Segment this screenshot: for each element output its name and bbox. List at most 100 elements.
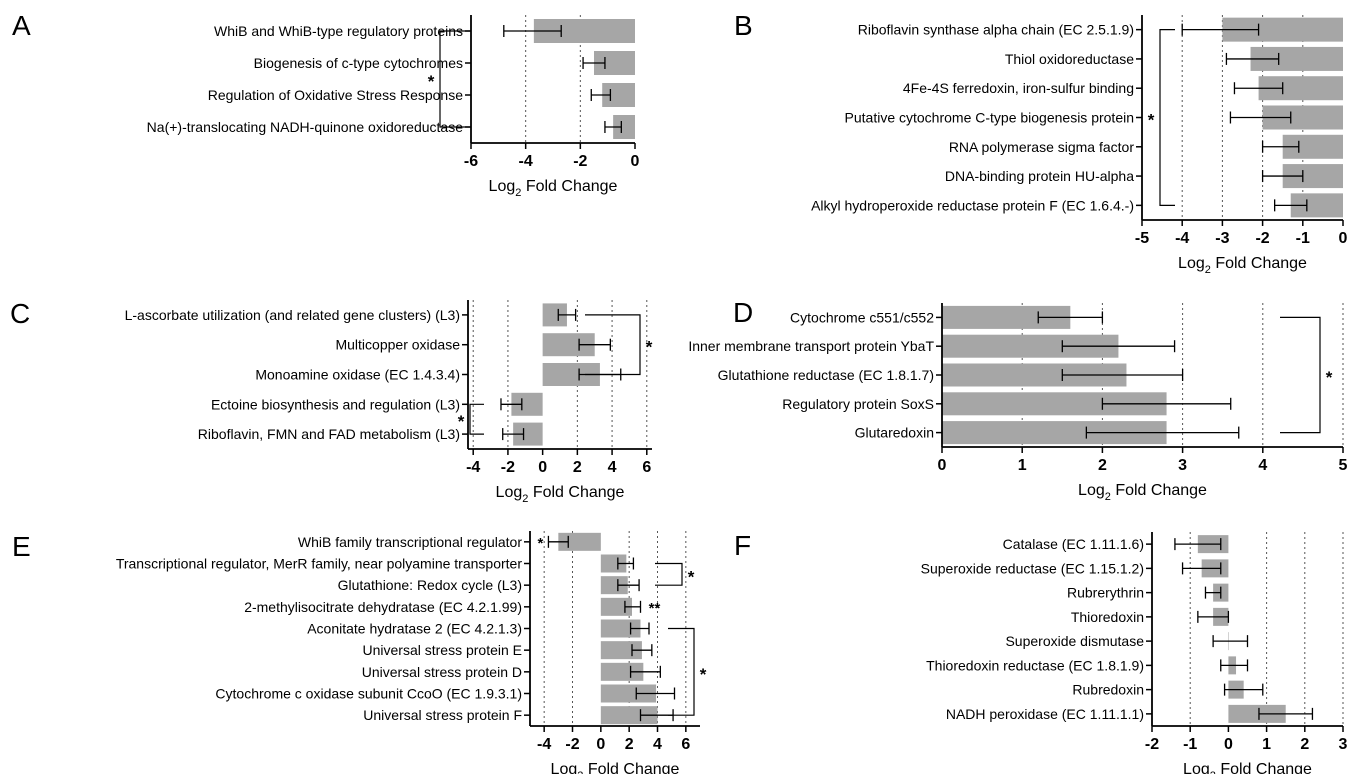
significance-star: *: [1326, 368, 1333, 387]
x-axis-title-rest: Fold Change: [521, 178, 617, 195]
significance-star: *: [537, 535, 543, 552]
x-tick-label: -5: [1135, 230, 1149, 247]
bar: [513, 422, 543, 446]
x-axis-title: Log2 Fold Change: [551, 761, 680, 774]
category-label: Aconitate hydratase 2 (EC 4.2.1.3): [307, 621, 522, 637]
x-tick-label: -4: [466, 459, 480, 476]
category-label: Regulatory protein SoxS: [782, 396, 934, 412]
x-tick-label: -1: [1296, 230, 1310, 247]
panel-b: B Riboflavin synthase alpha chain (EC 2.5…: [734, 10, 1348, 276]
category-label: L-ascorbate utilization (and related gen…: [125, 307, 460, 323]
bar: [558, 532, 601, 551]
category-label: Riboflavin, FMN and FAD metabolism (L3): [198, 426, 460, 442]
panel-label: D: [733, 297, 753, 328]
category-label: Glutathione reductase (EC 1.8.1.7): [718, 367, 934, 383]
category-label: Thioredoxin reductase (EC 1.8.1.9): [926, 657, 1144, 673]
x-tick-label: 3: [1178, 457, 1187, 474]
panel-label: A: [12, 10, 31, 41]
category-label: Inner membrane transport protein YbaT: [688, 338, 934, 354]
x-tick-label: 4: [1258, 457, 1267, 474]
significance-star: *: [458, 412, 465, 431]
x-tick-label: 0: [1339, 230, 1348, 247]
bar: [542, 333, 595, 357]
panel-c: C L-ascorbate utilization (and related ge…: [10, 298, 653, 505]
x-tick-label: 0: [938, 457, 947, 474]
x-tick-label: 6: [642, 459, 651, 476]
category-label: 2-methylisocitrate dehydratase (EC 4.2.1…: [244, 599, 522, 615]
category-label: Universal stress protein E: [362, 642, 522, 658]
x-axis-title-main: Log: [1183, 761, 1210, 774]
x-tick-label: -2: [565, 736, 579, 753]
category-label: Universal stress protein D: [362, 664, 522, 680]
category-label: Catalase (EC 1.11.1.6): [1003, 536, 1144, 552]
category-label: WhiB and WhiB-type regulatory proteins: [214, 23, 463, 39]
bar: [942, 334, 1119, 358]
significance-star: **: [649, 600, 661, 617]
category-label: Putative cytochrome C-type biogenesis pr…: [845, 110, 1134, 126]
x-axis-title-rest: Fold Change: [583, 761, 679, 774]
x-axis-title-main: Log: [1078, 482, 1105, 499]
x-tick-label: -2: [573, 153, 587, 170]
bar: [942, 421, 1167, 445]
category-label: RNA polymerase sigma factor: [949, 139, 1135, 155]
category-label: Thiol oxidoreductase: [1005, 51, 1134, 67]
category-label: NADH peroxidase (EC 1.11.1.1): [946, 706, 1144, 722]
bar: [600, 684, 657, 703]
category-label: WhiB family transcriptional regulator: [298, 534, 522, 550]
x-tick-label: 4: [608, 459, 617, 476]
category-label: 4Fe-4S ferredoxin, iron-sulfur binding: [903, 80, 1134, 96]
x-tick-label: 5: [1339, 457, 1348, 474]
x-axis-title-sub: 2: [577, 770, 583, 774]
category-label: Na(+)-translocating NADH-quinone oxidore…: [147, 119, 464, 135]
x-tick-label: 0: [631, 153, 640, 170]
bar: [600, 576, 628, 595]
bar: [942, 363, 1127, 387]
significance-star: *: [688, 567, 695, 586]
x-axis-title-sub: 2: [1205, 264, 1211, 276]
x-tick-label: 0: [596, 736, 605, 753]
x-axis-title: Log2 Fold Change: [489, 178, 618, 199]
x-tick-label: 6: [681, 736, 690, 753]
bar: [600, 662, 644, 681]
category-label: Ectoine biosynthesis and regulation (L3): [211, 396, 460, 412]
x-tick-label: -2: [1255, 230, 1269, 247]
category-label: Cytochrome c oxidase subunit CcoO (EC 1.…: [215, 686, 522, 702]
x-axis-title-rest: Fold Change: [528, 484, 624, 501]
x-axis-title: Log2 Fold Change: [496, 484, 625, 505]
x-axis-title-main: Log: [489, 178, 516, 195]
x-tick-label: -2: [1145, 736, 1159, 753]
x-tick-label: 2: [1098, 457, 1107, 474]
x-axis-title-main: Log: [496, 484, 523, 501]
significance-bracket: [668, 627, 695, 716]
category-label: Glutaredoxin: [855, 425, 934, 441]
x-tick-label: 2: [625, 736, 634, 753]
x-tick-label: 2: [1300, 736, 1309, 753]
x-axis-title-sub: 2: [1105, 491, 1111, 503]
x-axis-title-rest: Fold Change: [1216, 761, 1312, 774]
category-label: Transcriptional regulator, MerR family, …: [116, 556, 523, 572]
category-label: Glutathione: Redox cycle (L3): [338, 577, 522, 593]
panel-f: F Catalase (EC 1.11.1.6) Superoxide reduct…: [734, 530, 1348, 774]
significance-bracket: [655, 562, 683, 586]
x-axis-title-sub: 2: [522, 493, 528, 505]
bar: [613, 115, 635, 139]
panel-d: D Cytochrome c551/c552 Inner membrane tran…: [688, 297, 1347, 503]
x-axis-title: Log2 Fold Change: [1183, 761, 1312, 774]
x-axis-title: Log2 Fold Change: [1078, 482, 1207, 503]
panel-label: E: [12, 531, 31, 562]
x-axis-title-main: Log: [551, 761, 578, 774]
significance-star: *: [700, 665, 707, 684]
bar: [511, 392, 543, 416]
x-tick-label: -4: [1175, 230, 1189, 247]
category-label: Alkyl hydroperoxide reductase protein F …: [811, 197, 1134, 213]
panel-a: A WhiB and WhiB-type regulatory proteins B…: [12, 10, 640, 199]
x-tick-label: -1: [1183, 736, 1197, 753]
category-label: Riboflavin synthase alpha chain (EC 2.5.…: [858, 22, 1134, 38]
x-tick-label: 0: [538, 459, 547, 476]
x-tick-label: -2: [501, 459, 515, 476]
significance-bracket: [439, 30, 470, 128]
significance-bracket: [469, 403, 484, 435]
x-axis-title-main: Log: [1178, 255, 1205, 272]
panel-e: E WhiB family transcriptional regulator Tr…: [12, 531, 707, 774]
